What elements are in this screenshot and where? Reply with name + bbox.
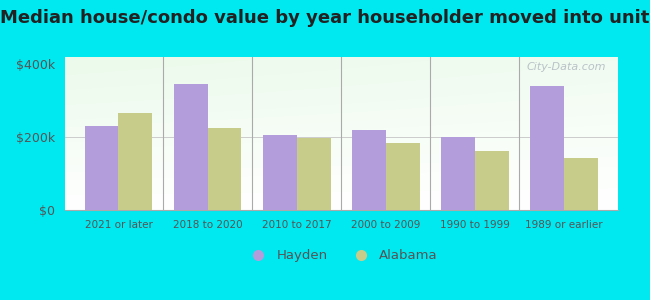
Bar <box>84 126 118 210</box>
Bar <box>352 130 386 210</box>
Bar <box>174 84 207 210</box>
Bar <box>564 158 598 210</box>
Bar <box>475 151 509 210</box>
Bar <box>207 128 241 210</box>
Legend: Hayden, Alabama: Hayden, Alabama <box>240 244 443 268</box>
Bar <box>530 86 564 210</box>
Bar <box>118 113 152 210</box>
Bar <box>296 138 331 210</box>
Bar <box>441 137 475 210</box>
Bar <box>386 143 420 210</box>
Bar <box>263 135 296 210</box>
Text: Median house/condo value by year householder moved into unit: Median house/condo value by year househo… <box>0 9 650 27</box>
Text: City-Data.com: City-Data.com <box>527 61 606 72</box>
